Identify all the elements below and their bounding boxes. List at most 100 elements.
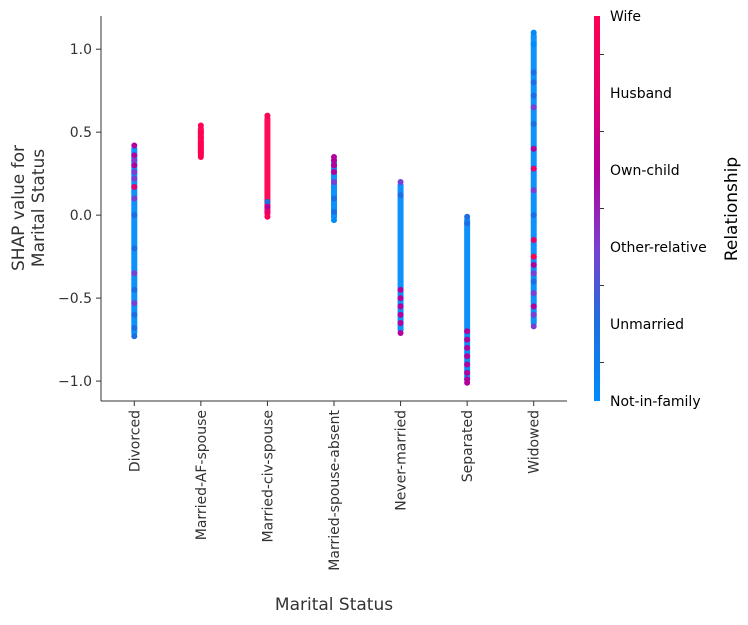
data-point: [530, 270, 537, 277]
data-point: [530, 41, 537, 48]
data-point: [131, 157, 138, 164]
data-point: [397, 295, 404, 302]
data-point: [464, 328, 471, 335]
data-point: [197, 134, 204, 141]
data-point: [131, 168, 138, 175]
data-point: [131, 333, 138, 340]
data-point: [530, 69, 537, 76]
data-point: [530, 303, 537, 310]
x-axis-title: Marital Status: [275, 595, 393, 615]
colorbar-labels: Wife Husband Own-child Other-relative Unmarr…: [600, 9, 707, 410]
data-point: [464, 353, 471, 360]
y-tick-label: 0.5: [70, 125, 92, 141]
data-point: [131, 270, 138, 277]
data-point: [131, 324, 138, 331]
colorbar-label: Other-relative: [610, 240, 707, 256]
data-point: [197, 154, 204, 161]
data-point: [131, 162, 138, 169]
data-point: [264, 213, 271, 220]
y-tick-label: 0.0: [70, 208, 92, 224]
data-point: [331, 195, 337, 202]
y-axis-title-line2: Marital Status: [29, 149, 49, 267]
data-point: [464, 336, 471, 343]
colorbar-title: Relationship: [722, 157, 742, 261]
data-point: [131, 142, 138, 149]
data-point: [131, 311, 138, 318]
data-point: [131, 300, 138, 307]
data-point: [530, 120, 537, 127]
x-tick-label: Married-civ-spouse: [260, 410, 276, 542]
data-point: [397, 192, 404, 199]
data-point: [530, 212, 537, 219]
data-point: [397, 311, 404, 318]
data-point: [530, 165, 537, 172]
data-column: [264, 115, 271, 217]
data-point: [397, 303, 404, 310]
data-point: [331, 178, 337, 185]
data-point: [530, 29, 537, 36]
y-tick-label: −0.5: [58, 291, 92, 307]
colorbar: [594, 16, 600, 401]
data-point: [131, 183, 138, 190]
colorbar-label: Unmarried: [610, 317, 684, 333]
data-point: [530, 79, 537, 86]
x-tick-label: Never-married: [394, 410, 410, 511]
data-point: [131, 245, 138, 252]
data-column: [397, 181, 404, 333]
data-point: [397, 320, 404, 327]
x-tick-label: Married-spouse-absent: [327, 409, 343, 570]
colorbar-label: Wife: [610, 9, 641, 25]
data-point: [464, 213, 471, 220]
y-axis-title-line1: SHAP value for: [9, 145, 29, 271]
colorbar-label: Husband: [610, 86, 672, 102]
data-point: [131, 212, 138, 219]
x-tick-label: Divorced: [127, 410, 143, 472]
data-point: [197, 129, 204, 136]
x-tick-label: Married-AF-spouse: [194, 410, 210, 540]
data-point: [530, 92, 537, 99]
y-tick-label: −1.0: [58, 374, 92, 390]
data-point: [331, 217, 337, 224]
data-point: [464, 361, 471, 368]
data-point: [197, 122, 204, 129]
data-point: [397, 178, 404, 185]
data-point: [530, 311, 537, 318]
data-point: [131, 195, 138, 202]
data-point: [464, 344, 471, 351]
data-point: [530, 104, 537, 111]
data-point: [530, 290, 537, 297]
data-point: [530, 253, 537, 260]
data-point: [530, 278, 537, 285]
x-tick-label: Separated: [460, 410, 476, 482]
data-point: [331, 157, 337, 164]
colorbar-gradient: [594, 16, 600, 401]
data-point: [331, 208, 337, 215]
data-point: [530, 261, 537, 268]
colorbar-label: Own-child: [610, 163, 680, 179]
data-point: [264, 112, 271, 119]
data-point: [530, 145, 537, 152]
data-point: [264, 198, 271, 205]
data-point: [264, 208, 271, 215]
data-point: [464, 369, 471, 376]
data-point: [264, 203, 271, 210]
y-tick-label: 1.0: [70, 42, 92, 58]
data-point: [530, 187, 537, 194]
data-point: [397, 329, 404, 336]
colorbar-label: Not-in-family: [610, 394, 701, 410]
x-ticks: Divorced Married-AF-spouse Married-civ-spo…: [127, 401, 543, 571]
data-point: [331, 162, 337, 169]
data-point: [131, 152, 138, 159]
data-point: [530, 323, 537, 330]
data-point: [331, 168, 337, 175]
data-point: [464, 220, 471, 227]
data-point: [397, 286, 404, 293]
x-tick-label: Widowed: [527, 410, 543, 474]
data-points: [131, 29, 537, 386]
data-point: [131, 175, 138, 182]
data-point: [464, 379, 471, 386]
data-point: [131, 286, 138, 293]
y-ticks: 1.0 0.5 0.0 −0.5 −1.0: [58, 42, 101, 390]
data-point: [530, 237, 537, 244]
